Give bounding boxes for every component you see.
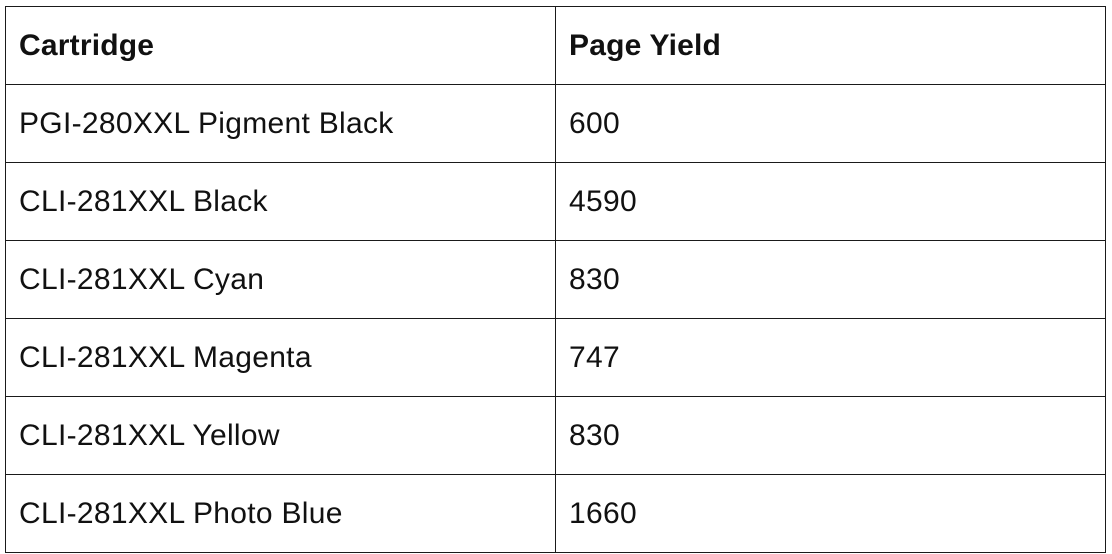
table-header-row: Cartridge Page Yield: [5, 6, 1106, 85]
cartridge-cell: CLI-281XXL Photo Blue: [5, 474, 556, 553]
table-container: Cartridge Page Yield PGI-280XXL Pigment …: [5, 6, 1106, 553]
cartridge-cell: CLI-281XXL Black: [5, 162, 556, 241]
cartridge-cell: CLI-281XXL Yellow: [5, 396, 556, 475]
header-page-yield: Page Yield: [555, 6, 1106, 85]
header-cartridge: Cartridge: [5, 6, 556, 85]
page-yield-cell: 830: [555, 240, 1106, 319]
cartridge-cell: PGI-280XXL Pigment Black: [5, 84, 556, 163]
table-row: CLI-281XXL Cyan 830: [5, 240, 1106, 319]
table-row: CLI-281XXL Magenta 747: [5, 318, 1106, 397]
table-row: CLI-281XXL Yellow 830: [5, 396, 1106, 475]
cartridge-cell: CLI-281XXL Magenta: [5, 318, 556, 397]
page-yield-cell: 830: [555, 396, 1106, 475]
page-yield-cell: 600: [555, 84, 1106, 163]
table-row: PGI-280XXL Pigment Black 600: [5, 84, 1106, 163]
page-yield-cell: 1660: [555, 474, 1106, 553]
page-yield-cell: 747: [555, 318, 1106, 397]
page-yield-cell: 4590: [555, 162, 1106, 241]
cartridge-yield-table: Cartridge Page Yield PGI-280XXL Pigment …: [5, 6, 1106, 553]
table-row: CLI-281XXL Black 4590: [5, 162, 1106, 241]
cartridge-cell: CLI-281XXL Cyan: [5, 240, 556, 319]
table-row: CLI-281XXL Photo Blue 1660: [5, 474, 1106, 553]
